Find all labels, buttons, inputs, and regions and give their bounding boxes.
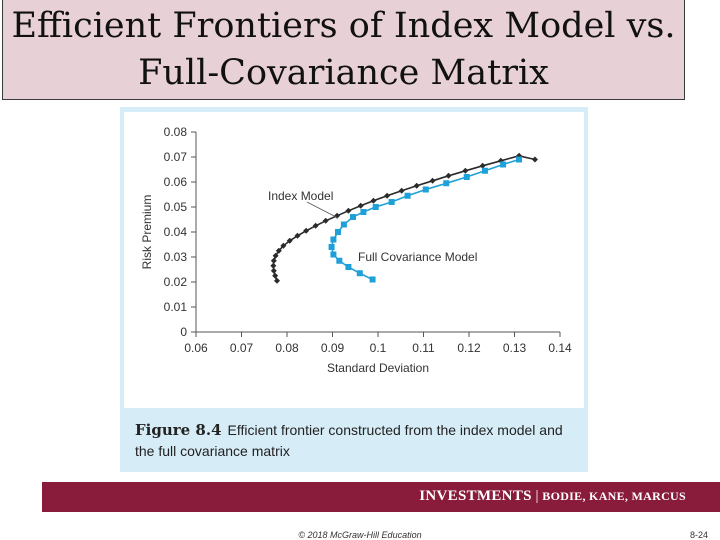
data-point-full-covariance-model [422, 186, 429, 193]
data-point-index-model [273, 277, 280, 284]
y-tick-label: 0.08 [164, 125, 188, 139]
data-point-index-model [384, 192, 391, 199]
data-point-full-covariance-model [388, 199, 395, 205]
data-point-index-model [531, 156, 538, 163]
data-point-index-model [462, 167, 469, 174]
x-tick-label: 0.14 [548, 341, 572, 355]
data-point-index-model [445, 172, 452, 179]
data-point-index-model [303, 227, 310, 234]
y-tick-label: 0.07 [164, 150, 188, 164]
footer-bar: INVESTMENTS | BODIE, KANE, MARCUS [42, 482, 720, 512]
data-point-full-covariance-model [330, 251, 337, 258]
data-point-full-covariance-model [356, 270, 363, 277]
y-tick-label: 0.05 [164, 200, 188, 214]
x-tick-label: 0.06 [184, 341, 208, 355]
data-point-index-model [370, 197, 377, 204]
x-tick-label: 0.1 [370, 341, 387, 355]
footer-authors: BODIE, KANE, MARCUS [542, 489, 686, 503]
x-axis-label: Standard Deviation [327, 361, 429, 375]
slide-title: Efficient Frontiers of Index Model vs. F… [3, 3, 684, 97]
data-point-index-model [275, 247, 282, 254]
data-point-index-model [280, 242, 287, 249]
figure-caption-text: Efficient frontier constructed from the … [135, 422, 563, 459]
x-tick-label: 0.12 [457, 341, 481, 355]
series-label-index-model: Index Model [268, 189, 333, 203]
data-point-index-model [345, 207, 352, 214]
data-point-full-covariance-model [360, 209, 367, 215]
data-point-index-model [272, 252, 279, 259]
y-tick-label: 0.03 [164, 250, 188, 264]
x-tick-label: 0.07 [230, 341, 254, 355]
y-axis-label: Risk Premium [140, 195, 154, 270]
data-point-full-covariance-model [340, 221, 347, 228]
x-tick-label: 0.13 [503, 341, 527, 355]
data-point-full-covariance-model [443, 180, 450, 187]
data-point-index-model [270, 262, 277, 269]
data-point-full-covariance-model [349, 214, 356, 220]
data-point-full-covariance-model [463, 174, 470, 180]
data-point-index-model [429, 177, 436, 184]
y-tick-label: 0.06 [164, 175, 188, 189]
data-point-index-model [272, 272, 279, 279]
y-tick-label: 0 [180, 325, 187, 339]
data-point-full-covariance-model [345, 264, 352, 270]
data-point-full-covariance-model [516, 156, 523, 163]
slide-title-line2: Full-Covariance Matrix [138, 53, 549, 93]
footer-separator: | [531, 488, 543, 504]
x-tick-label: 0.11 [412, 341, 435, 355]
footer-text: INVESTMENTS | BODIE, KANE, MARCUS [419, 488, 686, 505]
data-point-full-covariance-model [336, 257, 343, 264]
data-point-index-model [357, 202, 364, 209]
data-point-full-covariance-model [372, 204, 379, 210]
data-point-full-covariance-model [481, 167, 488, 174]
data-point-index-model [286, 237, 293, 244]
data-point-full-covariance-model [330, 236, 337, 243]
data-point-index-model [294, 232, 301, 239]
data-point-index-model [334, 212, 341, 219]
data-point-index-model [413, 182, 420, 189]
data-point-index-model [312, 222, 319, 229]
y-tick-label: 0.02 [164, 275, 188, 289]
data-point-full-covariance-model [500, 161, 507, 168]
x-tick-label: 0.09 [321, 341, 345, 355]
data-point-index-model [270, 257, 277, 264]
slide-title-box: Efficient Frontiers of Index Model vs. F… [2, 0, 685, 100]
footer-publication: INVESTMENTS [419, 488, 532, 504]
y-tick-label: 0.04 [164, 225, 188, 239]
slide-title-line1: Efficient Frontiers of Index Model vs. [11, 6, 676, 46]
data-point-index-model [270, 267, 277, 274]
data-point-index-model [398, 187, 405, 194]
copyright-notice: © 2018 McGraw-Hill Education [298, 530, 422, 540]
figure-caption: Figure 8.4 Efficient frontier constructed… [135, 420, 585, 462]
data-point-full-covariance-model [328, 244, 335, 250]
data-point-full-covariance-model [404, 192, 411, 199]
slide-number: 8-24 [689, 530, 708, 540]
y-tick-label: 0.01 [164, 300, 188, 314]
data-point-index-model [479, 162, 486, 169]
index-model-leader-line [306, 201, 339, 219]
series-label-full-covariance: Full Covariance Model [358, 250, 477, 264]
data-point-full-covariance-model [369, 276, 376, 283]
data-point-index-model [322, 217, 329, 224]
figure-label: Figure 8.4 [135, 421, 222, 439]
data-point-full-covariance-model [334, 229, 341, 235]
plot-area [124, 112, 584, 408]
x-tick-label: 0.08 [275, 341, 299, 355]
